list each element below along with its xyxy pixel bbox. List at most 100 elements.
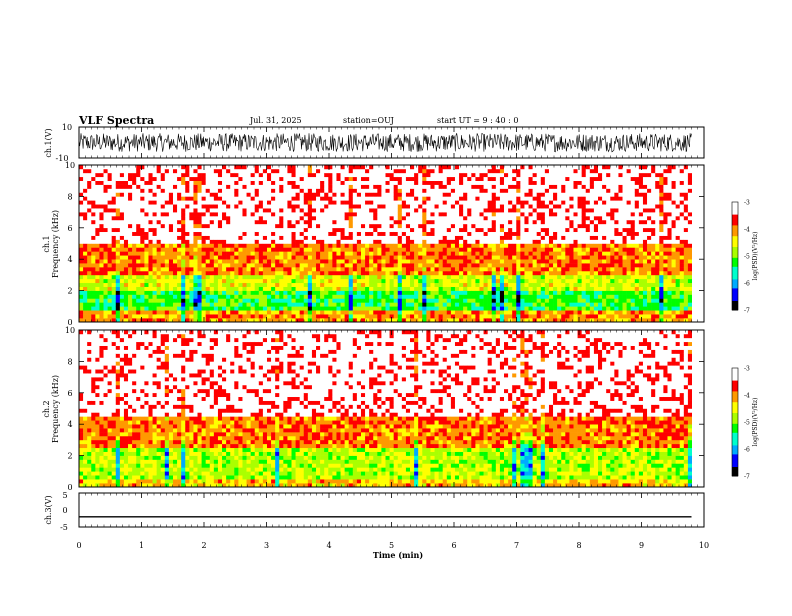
ch1-spectrogram-cell: [348, 274, 354, 280]
ch1-spectrogram-cell: [271, 176, 276, 181]
ch1-spectrogram-cell: [454, 188, 460, 193]
ch1-spectrogram-cell: [459, 274, 464, 280]
ch1-spectrogram-cell: [201, 223, 206, 229]
ch1-spectrogram-cell: [271, 286, 276, 291]
ch1-spectrogram-cell: [365, 282, 370, 287]
ch1-spectrogram-cell: [234, 231, 239, 236]
ch1-spectrogram-cell: [213, 278, 219, 284]
ch1-spectrogram-cell: [569, 208, 574, 213]
ch1-spectrogram-cell: [258, 318, 264, 323]
ch1-spectrogram-cell: [438, 302, 444, 307]
ch1-spectrogram-cell: [152, 306, 157, 311]
ch1-spectrogram-cell: [295, 196, 300, 201]
ch1-spectrogram-cell: [311, 302, 317, 307]
ch1-spectrogram-cell: [303, 165, 309, 170]
ch1-spectrogram-cell: [385, 274, 390, 280]
ch1-spectrogram-cell: [504, 180, 509, 185]
ch1-spectrogram-cell: [299, 227, 305, 233]
ch1-spectrogram-cell: [128, 286, 133, 291]
ch1-spectrogram-cell: [226, 172, 231, 178]
ch1-spectrogram-cell: [397, 188, 403, 193]
ch1-spectrogram-cell: [454, 251, 460, 256]
ch1-spectrogram-cell: [111, 278, 117, 284]
ch1-spectrogram-cell: [483, 251, 488, 256]
ch1-spectrogram-cell: [279, 231, 284, 236]
ch1-spectrogram-cell: [316, 306, 321, 311]
ch1-spectrogram-cell: [95, 200, 100, 205]
ch1-spectrogram-cell: [491, 298, 497, 303]
ch1-spectrogram-cell: [238, 310, 243, 315]
ch1-spectrogram-cell: [181, 200, 186, 205]
ch1-spectrogram-cell: [426, 294, 431, 299]
ch1-spectrogram-cell: [487, 290, 493, 295]
ch1-spectrogram-cell: [471, 200, 476, 205]
ch1-spectrogram-cell: [385, 286, 390, 291]
ch1-spectrogram-cell: [238, 255, 243, 260]
ch1-spectrogram-cell: [222, 188, 227, 193]
ch1-spectrogram-cell: [262, 239, 268, 244]
ch1-spectrogram-cell: [548, 294, 554, 299]
ch1-spectrogram-cell: [217, 274, 223, 280]
ch1-spectrogram-cell: [87, 168, 92, 174]
ch1-spectrogram-cell: [487, 294, 493, 299]
ch1-spectrogram-cell: [512, 282, 517, 287]
ch1-spectrogram-cell: [418, 282, 423, 287]
ch1-spectrogram-cell: [91, 223, 96, 229]
ch1-spectrogram-cell: [532, 192, 538, 197]
ch1-spectrogram-cell: [275, 176, 280, 181]
ch1-spectrogram-cell: [512, 302, 517, 307]
ch1-spectrogram-cell: [295, 223, 300, 229]
ch1-spectrogram-cell: [287, 227, 292, 233]
ch1-spectrogram-cell: [410, 235, 415, 240]
ch1-spectrogram-cell: [83, 168, 88, 174]
ch1-spectrogram-cell: [172, 318, 178, 323]
ch1-spectrogram-cell: [495, 168, 501, 174]
ch1-spectrogram-cell: [467, 310, 472, 315]
ch1-spectrogram-cell: [405, 219, 411, 225]
ch1-spectrogram-cell: [254, 212, 260, 217]
ch1-spectrogram-cell: [209, 278, 215, 284]
ch1-spectrogram-cell: [168, 231, 174, 236]
ch1-spectrogram-cell: [540, 298, 546, 303]
ch1-spectrogram-cell: [369, 184, 374, 189]
ch1-spectrogram-cell: [569, 259, 574, 264]
ch1-spectrogram-cell: [438, 168, 444, 174]
ch1-spectrogram-cell: [250, 165, 256, 170]
ch1-spectrogram-cell: [140, 200, 145, 205]
ch1-spectrogram-cell: [336, 263, 341, 268]
ch1-spectrogram-cell: [360, 200, 366, 205]
ch1-spectrogram-cell: [548, 310, 554, 315]
ch1-spectrogram-cell: [299, 196, 305, 201]
ch1-spectrogram-cell: [553, 310, 558, 315]
ch1-spectrogram-cell: [119, 314, 125, 319]
ch1-spectrogram-cell: [201, 184, 206, 189]
ch1-spectrogram-cell: [540, 235, 546, 240]
ch1-spectrogram-cell: [262, 180, 268, 185]
ch1-spectrogram-cell: [495, 318, 501, 323]
ch1-spectrogram-cell: [156, 243, 162, 248]
ch1-spectrogram-cell: [291, 290, 296, 295]
ch1-spectrogram-cell: [226, 212, 231, 217]
ch1-spectrogram-cell: [332, 188, 337, 193]
ch1-spectrogram-cell: [287, 219, 292, 225]
ch1-spectrogram-cell: [303, 318, 309, 323]
ch1-spectrogram-cell: [152, 247, 157, 252]
ch1-spectrogram-cell: [246, 192, 251, 197]
ch1-spectrogram-cell: [291, 306, 296, 311]
ch1-spectrogram-cell: [83, 204, 88, 209]
ch1-spectrogram-cell: [454, 184, 460, 189]
ch1-spectrogram-cell: [189, 247, 194, 252]
ch1-spectrogram-cell: [258, 302, 264, 307]
ch1-spectrogram-cell: [160, 231, 166, 236]
ch1-spectrogram-cell: [140, 318, 145, 323]
ch1-spectrogram-cell: [495, 184, 501, 189]
ch1-spectrogram-cell: [160, 212, 166, 217]
ch1-spectrogram-cell: [544, 208, 550, 213]
ch1-spectrogram-cell: [320, 251, 325, 256]
ch1-spectrogram-cell: [471, 270, 476, 276]
ch1-spectrogram-cell: [495, 235, 501, 240]
ch1-spectrogram-cell: [528, 231, 533, 236]
ch1-spectrogram-cell: [83, 223, 88, 229]
ch1-spectrogram-cell: [230, 239, 235, 244]
ch1-spectrogram-cell: [508, 172, 513, 178]
